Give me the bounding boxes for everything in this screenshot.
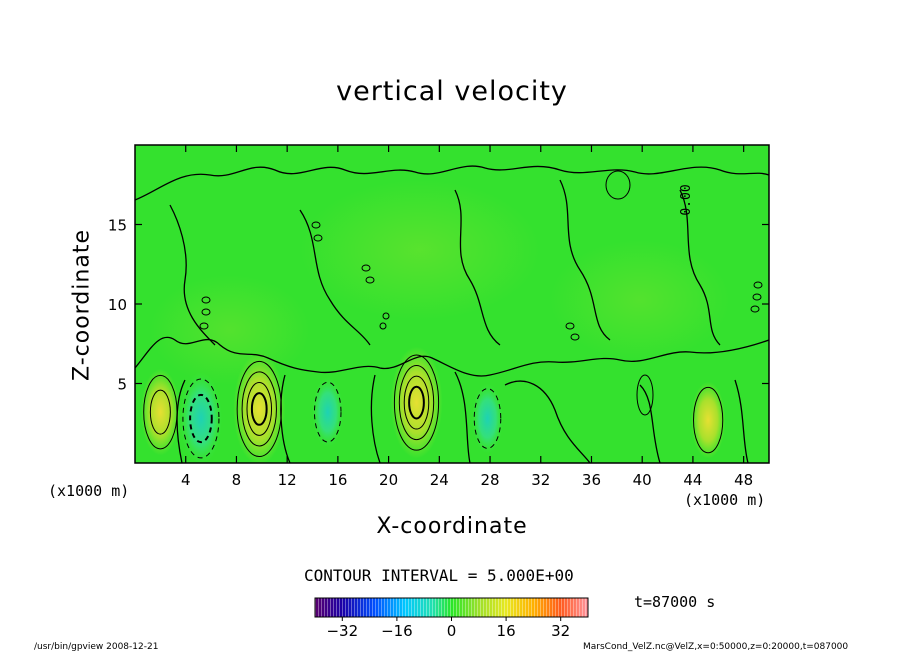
- updraft-contour: [143, 374, 178, 450]
- updraft-contour: [398, 365, 435, 441]
- updraft-contour: [403, 375, 430, 430]
- updraft-contour: [693, 386, 724, 454]
- x-unit-label-left: (x1000 m): [48, 482, 130, 500]
- downdraft-patch: [312, 376, 344, 448]
- x-tick-label: 28: [480, 471, 499, 489]
- footer-source: MarsCond_VelZ.nc@VelZ,x=0:50000,z=0:2000…: [583, 642, 849, 652]
- contour-interval-label: CONTOUR INTERVAL = 5.000E+00: [304, 566, 574, 585]
- feature-contours: [143, 354, 724, 459]
- x-unit-label-right: (x1000 m): [684, 491, 766, 509]
- y-axis-label: Z-coordinate: [69, 229, 95, 381]
- updraft-contour: [241, 371, 277, 447]
- updraft-contour: [149, 389, 171, 435]
- updraft-patch: [390, 346, 443, 459]
- x-tick-label: 48: [734, 471, 753, 489]
- downdraft-contour: [182, 378, 220, 459]
- updraft-contour: [408, 385, 425, 420]
- field-patch: [300, 180, 540, 320]
- downdraft-contour: [473, 388, 502, 449]
- feature-layer: [140, 346, 726, 463]
- field-patch: [550, 240, 730, 360]
- colorbar-tick-label: −32: [326, 622, 358, 640]
- contour-label: 0.00: [679, 184, 694, 215]
- field-patch: [150, 275, 310, 385]
- updraft-contour: [246, 381, 273, 436]
- x-tick-label: 32: [531, 471, 550, 489]
- downdraft-patch: [471, 383, 504, 454]
- x-tick-label: 40: [633, 471, 652, 489]
- downdraft-contour: [189, 393, 213, 444]
- updraft-patch: [233, 352, 286, 463]
- colorbar-tick-label: 16: [497, 622, 516, 640]
- colorbar-stripes: [315, 598, 588, 617]
- x-tick-label: 24: [430, 471, 449, 489]
- x-tick-label: 4: [181, 471, 191, 489]
- colorbar-tick-label: −16: [381, 622, 413, 640]
- x-tick-label: 44: [683, 471, 702, 489]
- downdraft-patch: [179, 372, 223, 463]
- field-layer: [135, 145, 769, 463]
- x-tick-label: 36: [582, 471, 601, 489]
- updraft-contour: [250, 392, 268, 426]
- x-tick-label: 16: [328, 471, 347, 489]
- y-tick-label: 15: [108, 217, 127, 235]
- colorbar-tick-label: 0: [447, 622, 457, 640]
- x-tick-label: 20: [379, 471, 398, 489]
- downdraft-contour: [313, 381, 342, 443]
- colorbar-tick-label: 32: [551, 622, 570, 640]
- colorbar-ticks: −32 −16 0 16 32: [326, 617, 570, 640]
- updraft-patch: [690, 381, 726, 459]
- y-tick-label: 5: [117, 376, 127, 394]
- time-label: t=87000 s: [634, 593, 716, 611]
- updraft-contour: [393, 354, 440, 451]
- footer-program-date: /usr/bin/gpview 2008-12-21: [34, 642, 159, 652]
- x-tick-label: 12: [278, 471, 297, 489]
- x-tick-label: 8: [232, 471, 242, 489]
- contour-loops: [199, 170, 763, 416]
- colorbar: −32 −16 0 16 32: [314, 597, 589, 640]
- updraft-contour: [236, 360, 282, 458]
- y-tick-label: 10: [108, 296, 127, 314]
- x-axis-label: X-coordinate: [376, 514, 528, 539]
- updraft-patch: [140, 368, 180, 456]
- chart-title: vertical velocity: [336, 76, 568, 107]
